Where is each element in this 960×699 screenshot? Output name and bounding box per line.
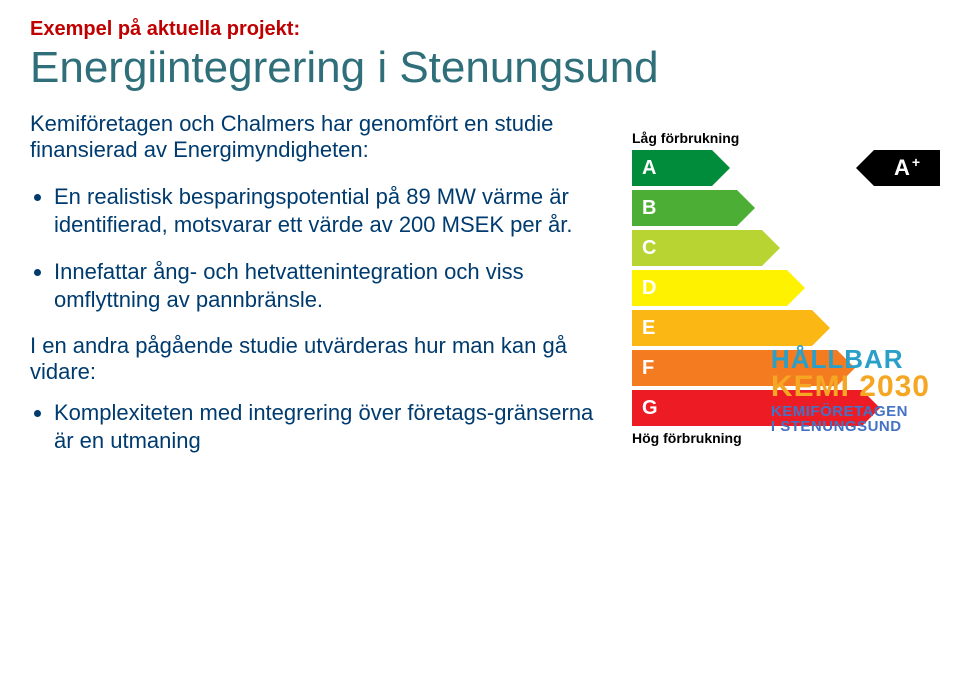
energy-label-bar: D (632, 270, 787, 306)
energy-label-bar: A (632, 150, 712, 186)
bullet-item: En realistisk besparingspotential på 89 … (54, 183, 614, 238)
energy-label-bar: C (632, 230, 762, 266)
bullet-list-top: En realistisk besparingspotential på 89 … (30, 183, 614, 313)
energy-label-row: D (632, 270, 932, 306)
logo-line-3: KEMIFÖRETAGEN (771, 404, 930, 419)
energy-label-arrowhead (737, 190, 755, 226)
energy-label-arrowhead (712, 150, 730, 186)
energy-label-selected-badge: A+ (856, 150, 940, 186)
bullet-item: Innefattar ång- och hetvattenintegration… (54, 258, 614, 313)
slide: Exempel på aktuella projekt: Energiinteg… (0, 0, 960, 454)
energy-label-row: E (632, 310, 932, 346)
footer-logo: HÅLLBAR KEMI 2030 KEMIFÖRETAGEN I STENUN… (771, 346, 930, 434)
mid-paragraph: I en andra pågående studie utvärderas hu… (30, 333, 590, 385)
energy-label-badge-plus: + (912, 154, 920, 170)
energy-label-badge-letter: A (894, 155, 910, 181)
energy-label-row: AA+ (632, 150, 932, 186)
energy-label-badge-arrowhead (856, 150, 874, 186)
logo-line-4: I STENUNGSUND (771, 419, 930, 434)
energy-label-arrowhead (812, 310, 830, 346)
energy-label-bar: E (632, 310, 812, 346)
energy-label-arrow: A (632, 150, 730, 186)
energy-label-arrowhead (787, 270, 805, 306)
energy-label-bar: B (632, 190, 737, 226)
energy-label-arrow: D (632, 270, 805, 306)
logo-line-1: HÅLLBAR (771, 346, 930, 372)
slide-title: Energiintegrering i Stenungsund (30, 43, 930, 93)
energy-label-arrow: E (632, 310, 830, 346)
bullet-item: Komplexiteten med integrering över föret… (54, 399, 614, 454)
intro-text: Kemiföretagen och Chalmers har genomfört… (30, 111, 590, 163)
energy-label-arrowhead (762, 230, 780, 266)
energy-label-arrow: B (632, 190, 755, 226)
energy-label-row: B (632, 190, 932, 226)
energy-label-badge-box: A+ (874, 150, 940, 186)
logo-line-2: KEMI 2030 (771, 372, 930, 402)
bullet-list-bottom: Komplexiteten med integrering över föret… (30, 399, 614, 454)
energy-label-caption-top: Låg förbrukning (632, 130, 932, 146)
energy-label-arrow: C (632, 230, 780, 266)
eyebrow: Exempel på aktuella projekt: (30, 18, 930, 41)
energy-label-row: C (632, 230, 932, 266)
